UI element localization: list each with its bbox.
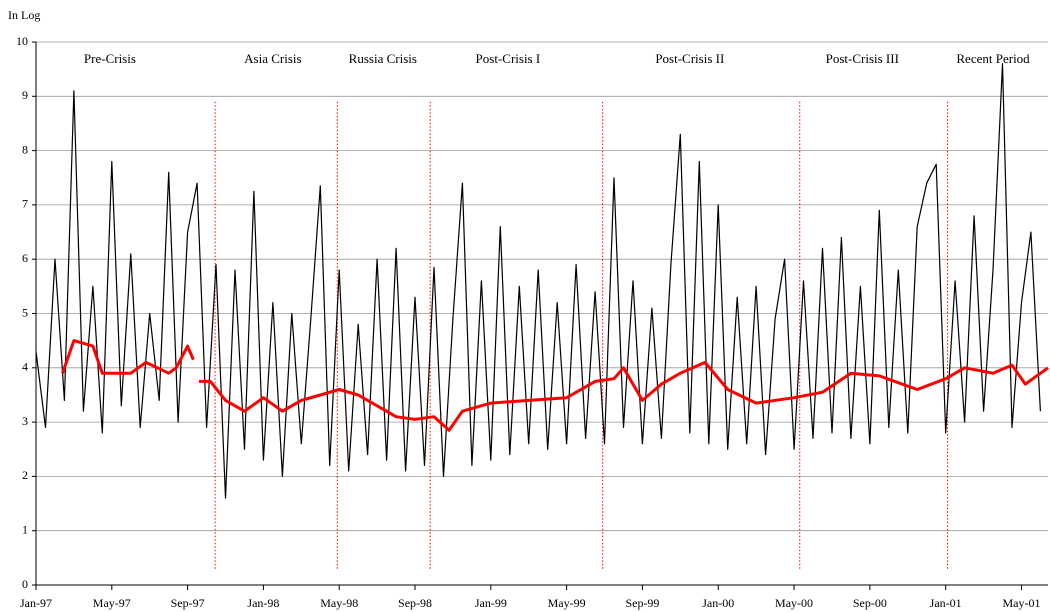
y-tick-label: 7 [22,197,28,211]
x-tick-label: Sep-99 [625,596,659,610]
x-tick-label: Sep-98 [398,596,432,610]
x-tick-label: May-00 [775,596,813,610]
x-tick-label: Jan-01 [930,596,962,610]
x-tick-label: May-99 [548,596,586,610]
period-label: Asia Crisis [244,51,301,66]
y-tick-label: 3 [22,414,28,428]
y-tick-label: 1 [22,522,28,536]
x-tick-label: Jan-00 [702,596,734,610]
period-label: Post-Crisis II [655,51,724,66]
y-tick-label: 8 [22,142,28,156]
x-tick-label: May-97 [93,596,131,610]
period-label: Post-Crisis III [826,51,899,66]
y-tick-label: 5 [22,305,28,319]
y-axis-label: In Log [8,8,40,22]
y-tick-label: 6 [22,251,28,265]
x-tick-label: Jan-99 [475,596,507,610]
x-tick-label: May-98 [320,596,358,610]
period-label: Russia Crisis [349,51,417,66]
y-tick-label: 10 [16,34,28,48]
period-label: Recent Period [956,51,1030,66]
x-tick-label: Jan-97 [20,596,52,610]
y-tick-label: 4 [22,360,28,374]
series-line [61,339,1049,432]
x-tick-label: Sep-00 [853,596,887,610]
x-tick-label: May-01 [1002,596,1040,610]
y-tick-label: 0 [22,577,28,591]
x-tick-label: Sep-97 [171,596,205,610]
y-tick-label: 9 [22,88,28,102]
period-label: Pre-Crisis [84,51,136,66]
period-label: Post-Crisis I [476,51,541,66]
series-line [35,63,1041,499]
x-tick-label: Jan-98 [247,596,279,610]
y-tick-label: 2 [22,468,28,482]
